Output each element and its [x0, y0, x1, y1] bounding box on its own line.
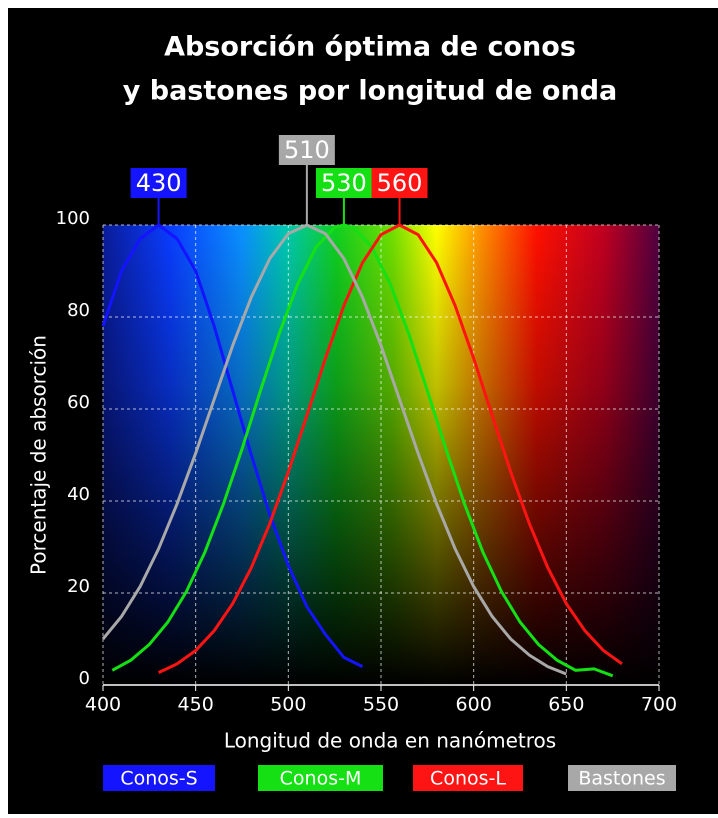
peak-label-box	[315, 168, 372, 198]
legend-swatch	[258, 765, 383, 791]
legend-swatch	[568, 765, 676, 791]
peak-label: 560	[377, 169, 423, 197]
y-tick-label: 80	[67, 300, 90, 321]
x-axis-label: Longitud de onda en nanómetros	[224, 729, 556, 753]
y-tick-label: 60	[67, 392, 90, 413]
peak-label: 530	[321, 169, 367, 197]
x-tick-label: 450	[178, 694, 214, 716]
legend-swatch	[103, 765, 215, 791]
x-tick-label: 650	[548, 694, 584, 716]
x-tick-label: 600	[456, 694, 492, 716]
legend-label: Conos-M	[280, 768, 362, 790]
chart-title: y bastones por longitud de onda	[123, 76, 618, 107]
legend-label: Bastones	[578, 768, 665, 790]
peak-label: 430	[136, 169, 182, 197]
legend-label: Conos-S	[120, 768, 197, 790]
line	[101, 223, 364, 668]
x-tick-label: 700	[641, 694, 677, 716]
y-tick-label: 20	[67, 576, 90, 597]
legend-swatch	[413, 765, 523, 791]
line	[157, 223, 623, 674]
x-tick-label: 400	[85, 694, 121, 716]
line	[101, 223, 567, 676]
peak-label-box	[278, 135, 335, 165]
chart-title: Absorción óptima de conos	[164, 32, 576, 63]
peak-label-box	[130, 168, 187, 198]
y-axis-label: Porcentaje de absorción	[27, 335, 51, 575]
y-tick-label: 100	[56, 208, 90, 229]
x-tick-label: 550	[363, 694, 399, 716]
line	[111, 223, 614, 678]
x-tick-label: 500	[270, 694, 306, 716]
legend-label: Conos-L	[430, 768, 506, 790]
y-tick-label: 0	[79, 668, 90, 689]
y-tick-label: 40	[67, 484, 90, 505]
peak-label: 510	[284, 136, 330, 164]
peak-label-box	[371, 168, 428, 198]
